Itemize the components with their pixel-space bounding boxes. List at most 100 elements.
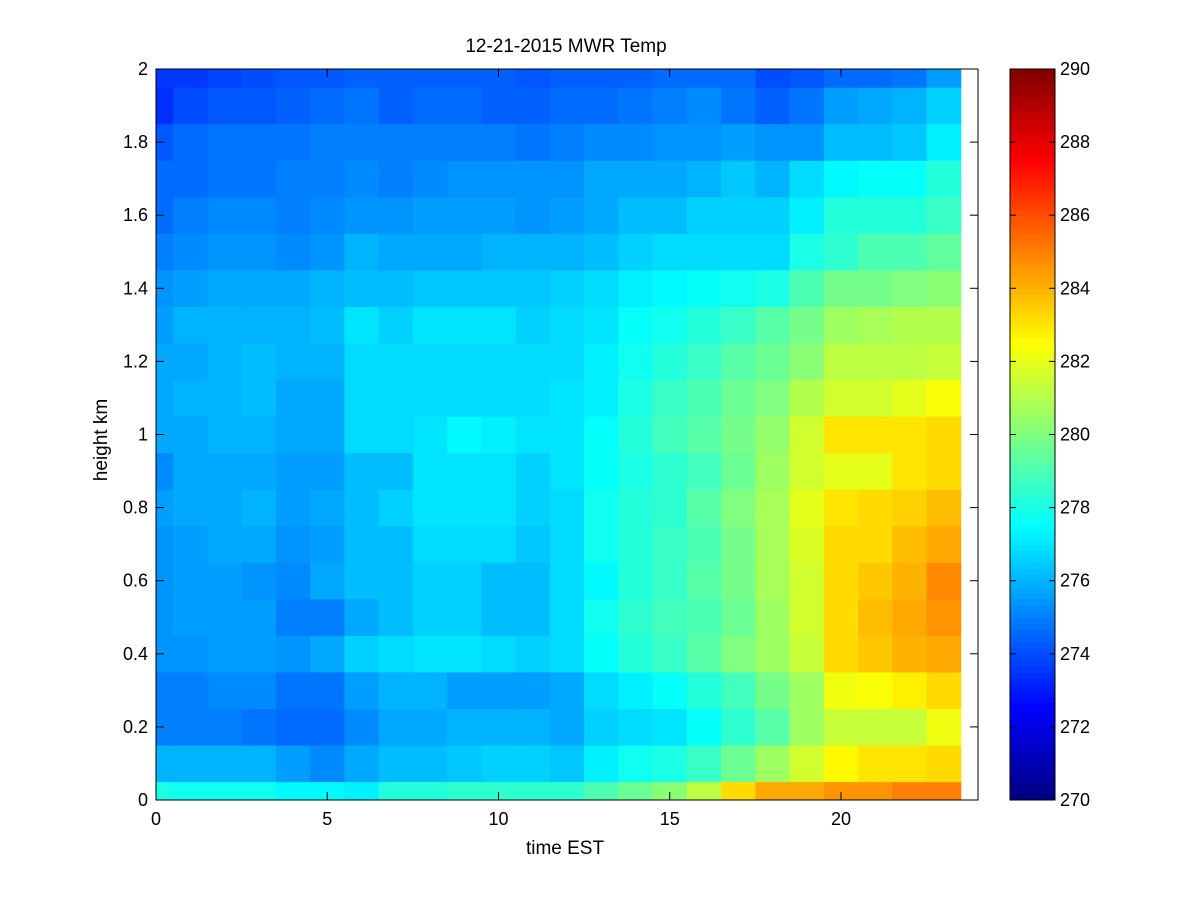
heatmap-cell	[310, 708, 345, 746]
heatmap-cell	[173, 160, 208, 198]
heatmap-cell	[310, 306, 345, 344]
heatmap-cell	[721, 745, 756, 783]
heatmap-cell	[447, 306, 482, 344]
heatmap-cell	[344, 69, 380, 88]
heatmap-cell	[686, 379, 722, 417]
heatmap-cell	[173, 270, 208, 307]
heatmap-cell	[515, 270, 551, 307]
heatmap-cell	[481, 489, 517, 527]
heatmap-cell	[412, 745, 448, 783]
colorbar-segment	[1010, 233, 1055, 241]
heatmap-cell	[447, 598, 482, 636]
x-tick-label: 5	[322, 809, 332, 829]
heatmap-cell	[892, 270, 928, 307]
heatmap-cell	[618, 69, 654, 88]
heatmap-cell	[310, 160, 345, 198]
heatmap-cell	[275, 489, 311, 527]
heatmap-cell	[515, 160, 551, 198]
heatmap-cell	[344, 635, 380, 673]
x-tick-label: 15	[660, 809, 680, 829]
colorbar-segment	[1010, 720, 1055, 728]
heatmap-cell	[344, 708, 380, 746]
heatmap-cell	[823, 672, 859, 710]
heatmap-cell	[310, 196, 345, 234]
heatmap-cell	[584, 379, 619, 417]
heatmap-cell	[481, 781, 517, 801]
heatmap-cell	[686, 87, 722, 125]
heatmap-cell	[721, 672, 756, 710]
heatmap-cell	[892, 416, 928, 454]
heatmap-cell	[412, 489, 448, 527]
heatmap-cell	[241, 635, 277, 673]
heatmap-cell	[926, 306, 962, 344]
heatmap-cell	[241, 598, 277, 636]
heatmap-cell	[275, 781, 311, 801]
heatmap-cell	[892, 708, 928, 746]
heatmap-cell	[207, 745, 243, 783]
heatmap-cell	[721, 379, 756, 417]
heatmap-cell	[173, 525, 208, 563]
colorbar-segment	[1010, 276, 1055, 283]
heatmap-cell	[652, 343, 688, 381]
heatmap-cell	[515, 416, 551, 454]
heatmap-cell	[412, 306, 448, 344]
heatmap-cell	[310, 69, 345, 88]
heatmap-cell	[207, 416, 243, 454]
heatmap-cell	[721, 452, 756, 490]
heatmap-cell	[412, 233, 448, 271]
colorbar-segment	[1010, 330, 1055, 338]
heatmap-cell	[275, 452, 311, 490]
colorbar-segment	[1010, 282, 1055, 289]
heatmap-cell	[275, 233, 311, 271]
heatmap-cell	[892, 562, 928, 600]
heatmap-cell	[275, 672, 311, 710]
heatmap-cell	[823, 781, 859, 801]
colorbar-segment	[1010, 769, 1055, 777]
heatmap-cell	[721, 598, 756, 636]
heatmap-cell	[412, 160, 448, 198]
heatmap-cell	[858, 672, 893, 710]
heatmap-cell	[515, 196, 551, 234]
colorbar-segment	[1010, 635, 1055, 643]
colorbar-segment	[1010, 513, 1055, 521]
heatmap-cell	[310, 233, 345, 271]
colorbar-segment	[1010, 136, 1055, 143]
heatmap-cell	[686, 196, 722, 234]
heatmap-cell	[207, 489, 243, 527]
heatmap-cell	[584, 452, 619, 490]
heatmap-cell	[584, 123, 619, 161]
heatmap-cell	[926, 745, 962, 783]
heatmap-cell	[652, 598, 688, 636]
y-tick-label: 1.4	[123, 278, 148, 298]
colorbar-segment	[1010, 696, 1055, 704]
heatmap-cell	[584, 343, 619, 381]
heatmap-cell	[584, 87, 619, 125]
y-tick-label: 2	[138, 59, 148, 79]
y-tick-label: 1	[138, 425, 148, 445]
heatmap-cell	[652, 270, 688, 307]
colorbar-segment	[1010, 160, 1055, 167]
colorbar-tick-label: 270	[1060, 790, 1090, 810]
heatmap-cell	[755, 598, 791, 636]
heatmap-cell	[858, 562, 893, 600]
colorbar-segment	[1010, 440, 1055, 448]
heatmap-cell	[173, 598, 208, 636]
heatmap-cell	[721, 160, 756, 198]
heatmap-cell	[156, 416, 174, 454]
colorbar-segment	[1010, 757, 1055, 764]
heatmap-cell	[892, 379, 928, 417]
colorbar-segment	[1010, 708, 1055, 716]
heatmap-cell	[207, 123, 243, 161]
heatmap-cell	[858, 306, 893, 344]
heatmap-cell	[310, 635, 345, 673]
heatmap-cell	[481, 708, 517, 746]
heatmap-cell	[481, 196, 517, 234]
heatmap-cell	[412, 452, 448, 490]
heatmap-cell	[412, 708, 448, 746]
colorbar-segment	[1010, 294, 1055, 301]
colorbar-segment	[1010, 672, 1055, 679]
heatmap-cell	[344, 343, 380, 381]
heatmap-cell	[755, 233, 791, 271]
heatmap-cell	[584, 708, 619, 746]
colorbar-segment	[1010, 99, 1055, 107]
